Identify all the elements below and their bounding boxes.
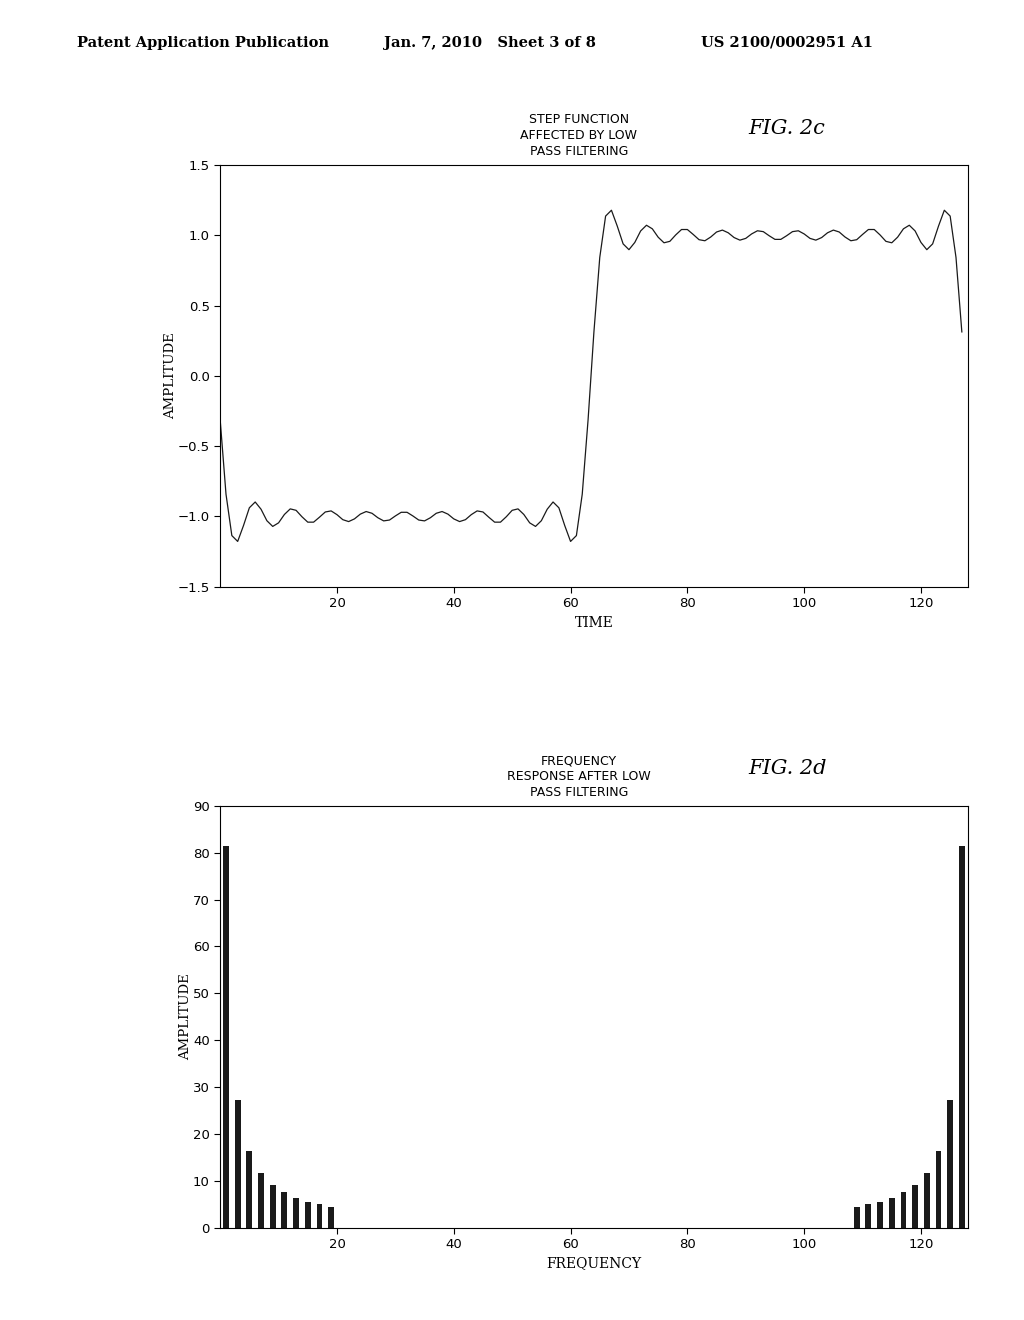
Bar — [282, 1192, 288, 1228]
Bar — [329, 1206, 334, 1228]
Y-axis label: AMPLITUDE: AMPLITUDE — [179, 973, 193, 1060]
Y-axis label: AMPLITUDE: AMPLITUDE — [164, 333, 177, 420]
X-axis label: FREQUENCY: FREQUENCY — [547, 1257, 641, 1271]
Text: US 2100/0002951 A1: US 2100/0002951 A1 — [701, 36, 873, 50]
Bar — [878, 1201, 883, 1228]
Bar — [316, 1204, 323, 1228]
Bar — [900, 1192, 906, 1228]
Bar — [889, 1197, 895, 1228]
Bar — [223, 846, 229, 1228]
Bar — [865, 1204, 871, 1228]
Bar — [947, 1101, 953, 1228]
Text: STEP FUNCTION
AFFECTED BY LOW
PASS FILTERING: STEP FUNCTION AFFECTED BY LOW PASS FILTE… — [520, 114, 638, 158]
Bar — [912, 1185, 919, 1228]
Bar — [936, 1151, 941, 1228]
Text: FREQUENCY
RESPONSE AFTER LOW
PASS FILTERING: FREQUENCY RESPONSE AFTER LOW PASS FILTER… — [507, 754, 651, 800]
Bar — [269, 1185, 275, 1228]
Bar — [234, 1101, 241, 1228]
Text: Patent Application Publication: Patent Application Publication — [77, 36, 329, 50]
Bar — [924, 1172, 930, 1228]
Bar — [305, 1201, 310, 1228]
Bar — [958, 846, 965, 1228]
Bar — [258, 1172, 264, 1228]
Text: FIG. 2c: FIG. 2c — [748, 119, 824, 137]
Text: FIG. 2d: FIG. 2d — [748, 759, 826, 779]
Bar — [247, 1151, 252, 1228]
Text: Jan. 7, 2010   Sheet 3 of 8: Jan. 7, 2010 Sheet 3 of 8 — [384, 36, 596, 50]
Bar — [293, 1197, 299, 1228]
Bar — [854, 1206, 859, 1228]
X-axis label: TIME: TIME — [574, 615, 613, 630]
